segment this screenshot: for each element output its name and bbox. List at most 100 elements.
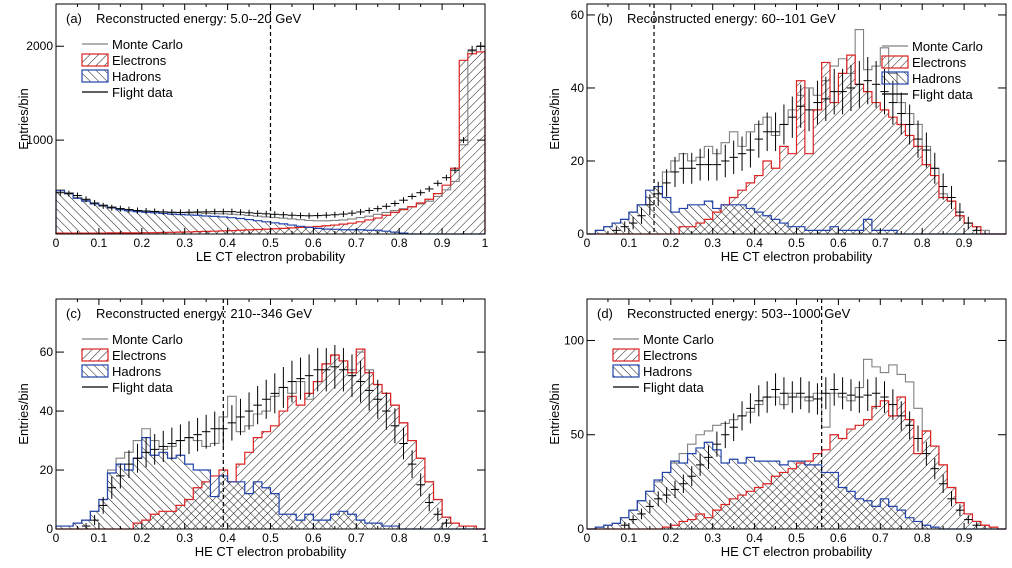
flight-data-point <box>922 132 931 168</box>
flight-data-point <box>158 430 168 463</box>
electrons-line <box>56 348 485 530</box>
flight-data-point <box>107 204 117 211</box>
legend-label: Monte Carlo <box>643 332 714 347</box>
y-tick-label: 60 <box>40 345 54 359</box>
x-tick-label: 0.4 <box>746 531 763 545</box>
flight-data-point <box>399 427 408 460</box>
flight-data-point <box>913 425 923 452</box>
y-tick-label: 50 <box>571 428 585 442</box>
flight-data-point <box>855 381 864 413</box>
flight-data-point <box>687 466 696 487</box>
flight-data-point <box>81 196 91 203</box>
flight-data-point <box>947 185 956 210</box>
flight-data-point <box>158 208 168 215</box>
panel-b: 0 0.1 0.2 0.3 0.4 0.5 0.6 0.7 0.8 0.9 0 20 40 60 HE CT… <box>547 3 1007 264</box>
flight-data-point <box>296 212 305 219</box>
flight-data-point <box>712 431 722 457</box>
x-tick-label: 0.9 <box>434 236 451 250</box>
legend-swatch-hadrons <box>81 364 109 378</box>
flight-data-point <box>124 206 134 213</box>
x-tick-label: 0.6 <box>305 236 322 250</box>
panel-label: (d) <box>597 306 613 321</box>
x-tick-label: 0.2 <box>662 236 679 250</box>
x-axis-label: HE CT electron probability <box>195 544 347 559</box>
flight-data-point <box>964 216 973 230</box>
flight-data-point <box>746 132 755 168</box>
x-tick-label: 0.2 <box>133 531 150 545</box>
legend-swatch-electrons <box>81 348 109 362</box>
legend-swatch-hadrons <box>881 71 909 85</box>
flight-data-point <box>871 60 881 108</box>
flight-data-point <box>296 357 305 400</box>
flight-data-point <box>771 373 780 406</box>
flight-data-point <box>373 379 383 419</box>
flight-data-point <box>321 212 331 219</box>
flight-data-point <box>227 405 237 441</box>
flight-data-point <box>193 417 202 452</box>
flight-data-point <box>737 136 747 171</box>
x-tick-label: 0.8 <box>391 236 408 250</box>
flight-data-point <box>390 408 400 444</box>
x-tick-label: 0 <box>584 236 591 250</box>
flight-data-point <box>788 96 797 138</box>
legend-swatch-hadrons <box>612 364 640 378</box>
flight-data-point <box>821 377 831 410</box>
flight-data-point <box>382 203 391 210</box>
legend-item: Electrons <box>81 348 167 363</box>
flight-data-point <box>279 367 288 408</box>
flight-data-point <box>64 190 74 197</box>
hadrons-line <box>55 436 485 530</box>
x-tick-label: 0.1 <box>621 236 638 250</box>
legend-item: Electrons <box>81 53 167 68</box>
flight-data-point <box>620 522 629 529</box>
flight-data-point <box>433 180 443 187</box>
x-tick-label: 0.7 <box>348 531 365 545</box>
flight-data-point <box>407 450 417 478</box>
legend-label: Monte Carlo <box>912 39 983 54</box>
legend-label: Electrons <box>112 348 167 363</box>
legend-item: Electrons <box>612 348 698 363</box>
flight-data-point <box>863 379 872 412</box>
flight-data-point <box>124 450 134 478</box>
flight-data-point <box>364 370 374 411</box>
flight-data-point <box>813 383 822 415</box>
flight-data-point <box>930 458 939 480</box>
y-tick-label: 20 <box>40 463 54 477</box>
legend-label: Monte Carlo <box>112 37 183 52</box>
flight-data-point <box>729 413 738 442</box>
flight-data-point <box>150 208 159 215</box>
flight-data-point <box>695 453 705 476</box>
legend-item: Hadrons <box>81 69 162 84</box>
flight-data-point <box>347 210 357 217</box>
flight-data-point <box>804 381 814 413</box>
flight-data-point <box>612 226 621 234</box>
legend-label: Electrons <box>643 348 698 363</box>
y-axis-label: Entries/bin <box>547 88 562 149</box>
flight-data-point <box>407 193 417 200</box>
flight-data-point <box>888 389 898 420</box>
hadrons-line <box>55 190 485 235</box>
flight-data-point <box>313 212 322 219</box>
x-tick-label: 0.7 <box>872 236 889 250</box>
flight-data-point <box>244 392 254 430</box>
flight-data-point <box>955 203 965 222</box>
flight-data-point <box>201 208 211 215</box>
flight-data-point <box>746 393 755 424</box>
flight-data-point <box>897 92 906 135</box>
flight-data-point <box>670 480 680 499</box>
panel-label: (c) <box>66 306 81 321</box>
flight-data-point <box>81 523 91 530</box>
flight-data-point <box>364 207 374 214</box>
x-tick-label: 0.4 <box>746 236 763 250</box>
x-tick-label: 1 <box>482 531 489 545</box>
x-tick-label: 0.5 <box>262 236 279 250</box>
flight-data-point <box>964 515 973 524</box>
flight-data-point <box>897 401 906 431</box>
flight-data-point <box>73 192 82 199</box>
panel-d: 0 0.1 0.2 0.3 0.4 0.5 0.6 0.7 0.8 0.9 0 50 100 HE CT … <box>547 298 1007 559</box>
flight-data-point <box>637 207 646 224</box>
panel-label: (a) <box>66 11 82 26</box>
flight-data-point <box>628 515 638 524</box>
flight-data-point <box>972 522 981 529</box>
x-tick-label: 0.9 <box>956 236 973 250</box>
